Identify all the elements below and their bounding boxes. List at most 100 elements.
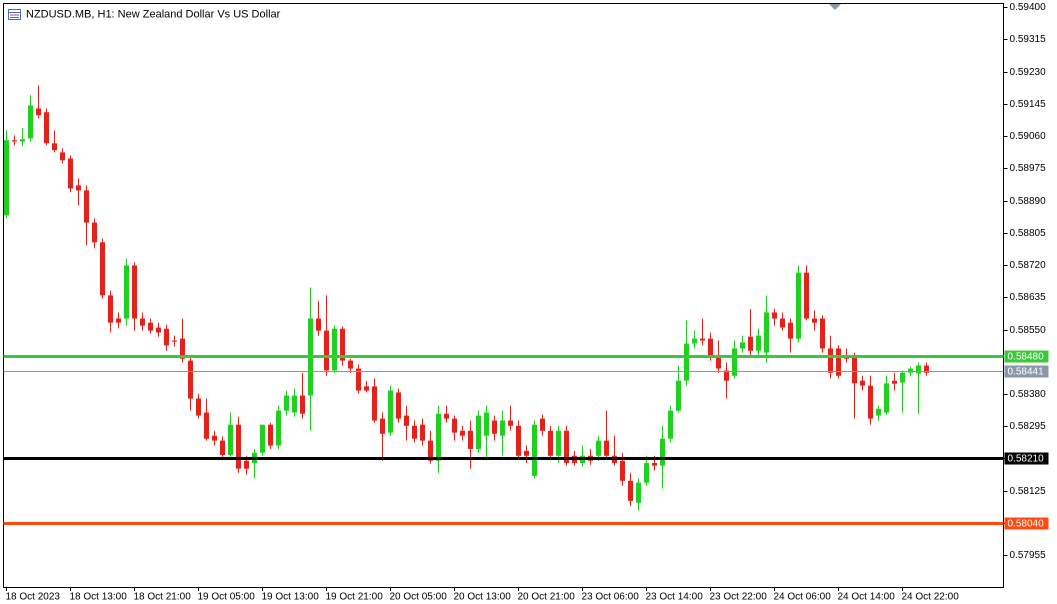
candle-body <box>340 328 345 361</box>
candle-body <box>76 185 81 191</box>
candle-body <box>388 390 393 433</box>
candle-body <box>212 435 217 441</box>
candle-body <box>788 322 793 339</box>
candle-body <box>764 312 769 353</box>
candle-body <box>148 322 153 331</box>
candle-body <box>732 348 737 376</box>
symbol-icon <box>8 9 21 20</box>
candle-body <box>476 415 481 449</box>
y-tick-label: 0.59315 <box>1010 34 1047 45</box>
candle-body <box>852 356 857 384</box>
candle-body <box>284 395 289 411</box>
candle-body <box>548 430 553 456</box>
candle-body <box>124 265 129 319</box>
y-tick-label: 0.59230 <box>1010 67 1047 78</box>
candle-body <box>92 222 97 243</box>
candle-body <box>276 410 281 446</box>
candle-body <box>636 482 641 503</box>
x-tick-label: 20 Oct 13:00 <box>454 592 512 603</box>
candle-body <box>44 112 49 144</box>
candle-body <box>20 139 25 142</box>
candle-body <box>324 330 329 371</box>
x-tick-label: 19 Oct 13:00 <box>262 592 320 603</box>
y-tick-label: 0.59060 <box>1010 131 1047 142</box>
candle-body <box>540 418 545 431</box>
candle-body <box>652 462 657 466</box>
x-tick-label: 24 Oct 06:00 <box>774 592 832 603</box>
candle-body <box>532 424 537 476</box>
candle-body <box>492 420 497 434</box>
candle-body <box>900 372 905 383</box>
candle-body <box>116 318 121 323</box>
y-tick-label: 0.59145 <box>1010 99 1047 110</box>
candle-body <box>868 385 873 419</box>
candle-body <box>244 460 249 469</box>
candle-body <box>724 370 729 381</box>
candle-body <box>28 105 33 139</box>
candle-body <box>204 412 209 439</box>
candle-body <box>316 318 321 331</box>
y-tick-label: 0.58550 <box>1010 325 1047 336</box>
y-tick-label: 0.58380 <box>1010 389 1047 400</box>
x-tick-label: 18 Oct 21:00 <box>134 592 192 603</box>
candle-body <box>4 140 9 216</box>
price-label: 0.58040 <box>1008 519 1045 530</box>
candle-body <box>228 424 233 456</box>
chart-title: NZDUSD.MB, H1: New Zealand Dollar Vs US … <box>26 8 281 20</box>
candle-body <box>100 242 105 296</box>
candle-body <box>772 312 777 319</box>
shift-marker[interactable] <box>829 4 841 10</box>
price-label: 0.58210 <box>1008 454 1045 465</box>
candle-body <box>684 343 689 381</box>
candle-body <box>628 480 633 501</box>
candle-body <box>140 318 145 326</box>
y-tick-label: 0.59400 <box>1010 2 1047 13</box>
y-tick-label: 0.58890 <box>1010 196 1047 207</box>
candle-body <box>236 424 241 469</box>
candle-body <box>420 424 425 441</box>
candle-body <box>356 368 361 391</box>
x-tick-label: 20 Oct 05:00 <box>390 592 448 603</box>
candle-body <box>836 348 841 376</box>
x-tick-label: 19 Oct 05:00 <box>198 592 256 603</box>
candle-body <box>332 328 337 371</box>
y-tick-label: 0.58635 <box>1010 292 1047 303</box>
candle-body <box>564 430 569 463</box>
price-label-box <box>1004 517 1049 530</box>
candle-body <box>404 415 409 426</box>
candle-body <box>828 348 833 373</box>
candle-body <box>428 440 433 461</box>
candle-body <box>508 420 513 426</box>
price-label-box <box>1004 365 1049 378</box>
x-tick-label: 18 Oct 2023 <box>6 592 61 603</box>
candle-body <box>660 438 665 466</box>
candle-body <box>180 338 185 359</box>
candle-body <box>756 335 761 351</box>
candle-body <box>820 318 825 349</box>
candle-body <box>396 392 401 419</box>
price-label: 0.58480 <box>1008 352 1045 363</box>
x-tick-label: 19 Oct 21:00 <box>326 592 384 603</box>
candle-body <box>484 412 489 436</box>
candle-body <box>12 140 17 142</box>
candle-body <box>892 380 897 384</box>
candle-body <box>676 380 681 411</box>
y-tick-label: 0.57955 <box>1010 550 1047 561</box>
candle-body <box>804 272 809 319</box>
x-tick-label: 23 Oct 14:00 <box>646 592 704 603</box>
candle-body <box>596 440 601 456</box>
candle-body <box>452 418 457 433</box>
candle-body <box>708 338 713 356</box>
candle-body <box>796 272 801 339</box>
candle-body <box>172 340 177 342</box>
candle-body <box>812 318 817 323</box>
candle-body <box>164 328 169 346</box>
candle-body <box>780 318 785 328</box>
candle-body <box>516 425 521 456</box>
candle-body <box>884 383 889 413</box>
candle-body <box>108 295 113 323</box>
price-label-box <box>1004 350 1049 363</box>
candle-body <box>268 424 273 446</box>
